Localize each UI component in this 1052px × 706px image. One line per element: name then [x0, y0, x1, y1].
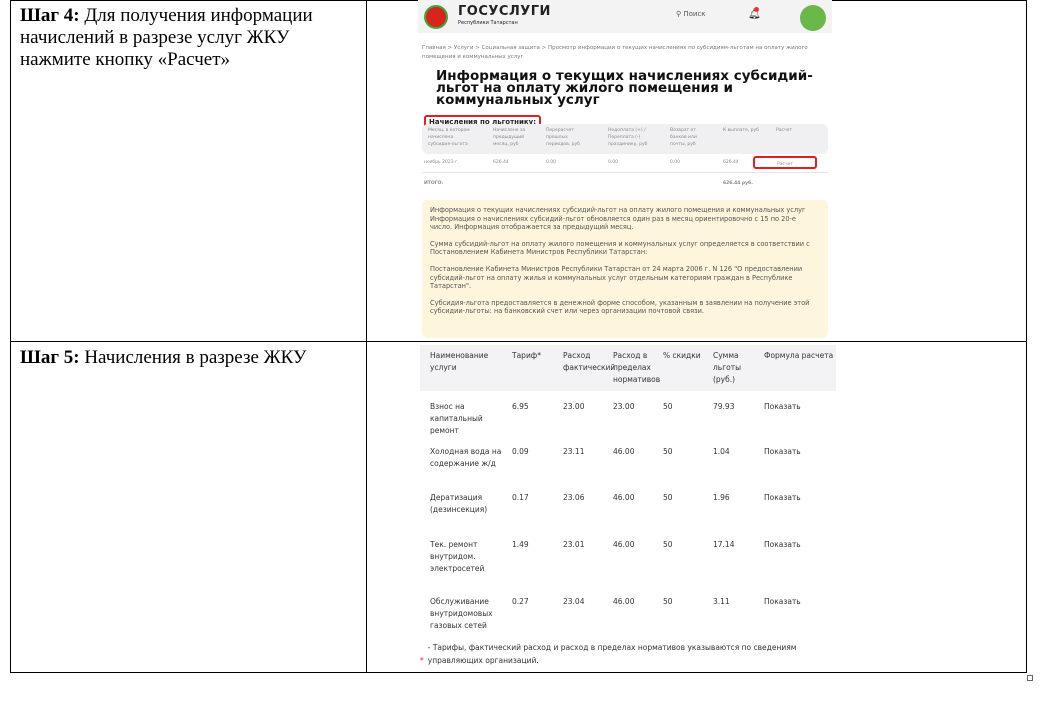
footnote-text: - Тарифы, фактический расход и расход в …	[427, 643, 797, 665]
note-paragraph: Сумма субсидий-льгот на оплату жилого по…	[430, 239, 810, 257]
total-value: 626.44 руб.	[723, 181, 753, 186]
cell: 50	[663, 540, 673, 549]
cell: 0.09	[512, 447, 529, 456]
note-paragraph: Субсидия-льгота предоставляется в денежн…	[430, 298, 810, 316]
brand-name: ГОСУСЛУГИ	[458, 4, 551, 19]
column-header: Формула расчета	[764, 351, 834, 360]
column-header: К выплате, руб	[723, 128, 759, 133]
total-label: ИТОГО:	[424, 181, 444, 186]
step-label: Шаг 5:	[20, 347, 80, 368]
cell: 23.04	[563, 597, 585, 606]
column-header: Месяц, в котором начислена субсидия-льго…	[428, 128, 470, 147]
cell: Обслуживание внутридомовых газовых сетей	[430, 597, 493, 630]
search-icon: ⚲	[676, 10, 684, 18]
column-header: Расчет	[776, 128, 792, 133]
column-header: Тариф*	[512, 351, 541, 360]
table-header: Месяц, в котором начислена субсидия-льго…	[422, 124, 828, 154]
cell: 0.00	[670, 160, 681, 165]
column-header: Перерасчет прошлых периодов, руб	[546, 128, 580, 147]
cell: 23.11	[563, 447, 585, 456]
column-header: Наименование услуги	[430, 351, 489, 372]
step-label: Шаг 4:	[20, 5, 80, 26]
cell: 23.01	[563, 540, 585, 549]
logo-icon	[424, 5, 448, 29]
calc-button[interactable]: Расчет	[753, 156, 817, 169]
cell: 23.00	[613, 402, 635, 411]
avatar[interactable]	[800, 5, 826, 31]
cell: 50	[663, 597, 673, 606]
step-5-text: Шаг 5: Начисления в разрезе ЖКУ	[20, 347, 320, 369]
page-title: Информация о текущих начислениях субсиди…	[436, 68, 813, 108]
screenshot-charges-table: Наименование услуги Тариф* Расход фактич…	[420, 345, 836, 667]
cell: 0.27	[512, 597, 529, 606]
cell: ноябрь 2023 г.	[424, 160, 459, 165]
note-paragraph: Постановление Кабинета Министров Республ…	[430, 264, 803, 291]
cell: Взнос на капитальный ремонт	[430, 402, 483, 435]
cell: 3.11	[713, 597, 730, 606]
search-button[interactable]: ⚲ Поиск	[676, 10, 706, 18]
notification-dot	[754, 7, 759, 12]
cell: 50	[663, 447, 673, 456]
breadcrumb[interactable]: Главная > Услуги > Социальная защита > П…	[422, 45, 808, 60]
cell: 6.95	[512, 402, 529, 411]
show-formula-link[interactable]: Показать	[764, 493, 801, 502]
cell: 79.93	[713, 402, 735, 411]
table-border	[10, 0, 11, 673]
column-header: Сумма льготы (руб.)	[713, 351, 742, 384]
cell: 0.00	[608, 160, 619, 165]
cell: 46.00	[613, 447, 635, 456]
brand-subtitle: Республики Татарстан	[458, 20, 518, 26]
table-border	[10, 672, 1027, 673]
cell: 46.00	[613, 597, 635, 606]
column-header: Возврат от банков или почты, руб	[670, 128, 697, 147]
table-header	[420, 345, 836, 391]
cell: Холодная вода на содержание ж/д	[430, 447, 502, 468]
show-formula-link[interactable]: Показать	[764, 597, 801, 606]
column-header: % скидки	[663, 351, 701, 360]
cell: 626.44	[723, 160, 739, 165]
divider	[422, 172, 828, 173]
footnote-mark: *	[420, 656, 424, 665]
cell: 50	[663, 493, 673, 502]
bell-icon[interactable]: 🔔︎	[748, 9, 761, 20]
cell: 17.14	[713, 540, 735, 549]
table-border	[1026, 0, 1027, 673]
cell: 0.00	[546, 160, 557, 165]
search-label: Поиск	[683, 10, 706, 18]
cell: 23.06	[563, 493, 585, 502]
table-border	[366, 0, 367, 673]
cell: 626.44	[493, 160, 509, 165]
cell: 1.49	[512, 540, 529, 549]
step-4-text: Шаг 4: Для получения информации начислен…	[20, 5, 360, 71]
cell: 23.00	[563, 402, 585, 411]
column-header: Расход в пределах нормативов	[613, 351, 661, 384]
table-border	[10, 341, 1027, 342]
step-description: Для получения информации начислений в ра…	[20, 5, 313, 70]
step-description: Начисления в разрезе ЖКУ	[84, 347, 307, 368]
show-formula-link[interactable]: Показать	[764, 540, 801, 549]
info-note: Информация о текущих начислениях субсиди…	[422, 200, 828, 338]
cell: Тек. ремонт внутридом. электросетей	[430, 540, 485, 573]
show-formula-link[interactable]: Показать	[764, 402, 801, 411]
resize-handle[interactable]	[1027, 675, 1033, 681]
footnote: * - Тарифы, фактический расход и расход …	[420, 641, 836, 667]
note-paragraph: Информация о текущих начислениях субсиди…	[430, 206, 806, 232]
cell: 0.17	[512, 493, 529, 502]
column-header: Расход фактический	[563, 351, 616, 372]
cell: 50	[663, 402, 673, 411]
site-header: ГОСУСЛУГИ Республики Татарстан ⚲ Поиск 🔔…	[418, 0, 832, 33]
cell: 46.00	[613, 493, 635, 502]
column-header: Начислено за предыдущий месяц, руб	[493, 128, 526, 147]
cell: 1.04	[713, 447, 730, 456]
show-formula-link[interactable]: Показать	[764, 447, 801, 456]
screenshot-gosuslugi-page: ГОСУСЛУГИ Республики Татарстан ⚲ Поиск 🔔…	[418, 0, 832, 340]
cell: 1.96	[713, 493, 730, 502]
cell: Дератизация (дезинсекция)	[430, 493, 488, 514]
cell: 46.00	[613, 540, 635, 549]
column-header: Недоплата (+) / Переплата (-) праздинику…	[608, 128, 648, 147]
